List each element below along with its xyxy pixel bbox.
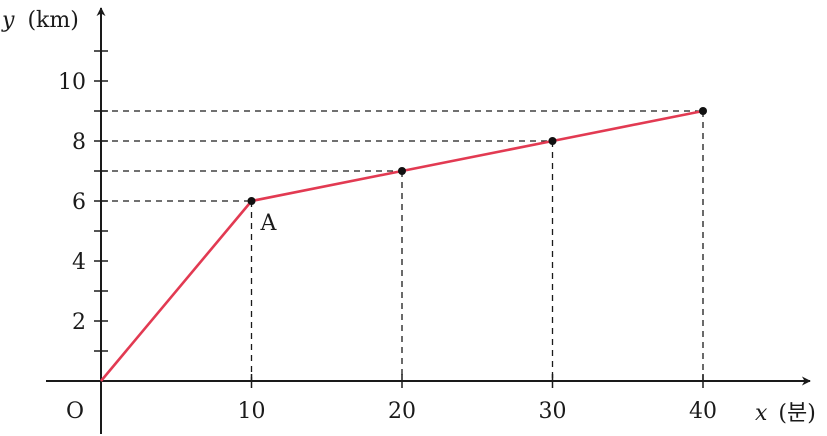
point-label-a: A [260,211,278,236]
data-point [398,167,406,175]
ticks [94,50,704,388]
data-point [247,197,256,205]
y-axis-var: y [1,8,15,33]
origin-label: O [66,399,84,424]
y-tick-label: 2 [72,310,86,335]
axes [46,7,811,434]
y-tick-label: 6 [72,190,86,215]
x-axis-var: x [755,401,768,426]
data-point [699,107,707,115]
x-axis-title: x (분) [755,401,816,426]
guide-lines [101,110,704,381]
x-tick-label: 30 [539,399,567,424]
labels: O y (km) x (분) 2 4 6 8 10 10 20 30 40 A [1,8,816,426]
y-tick-label: 8 [72,130,86,155]
data-point [548,137,557,145]
x-tick-label: 20 [388,399,416,424]
y-tick-label: 4 [72,250,86,275]
y-tick-label: 10 [58,70,86,95]
y-axis-title: y (km) [1,8,79,33]
y-axis-unit: (km) [27,8,78,33]
x-tick-label: 10 [238,399,266,424]
x-tick-label: 40 [689,399,717,424]
points [247,107,707,205]
x-axis-unit: (분) [778,401,815,426]
